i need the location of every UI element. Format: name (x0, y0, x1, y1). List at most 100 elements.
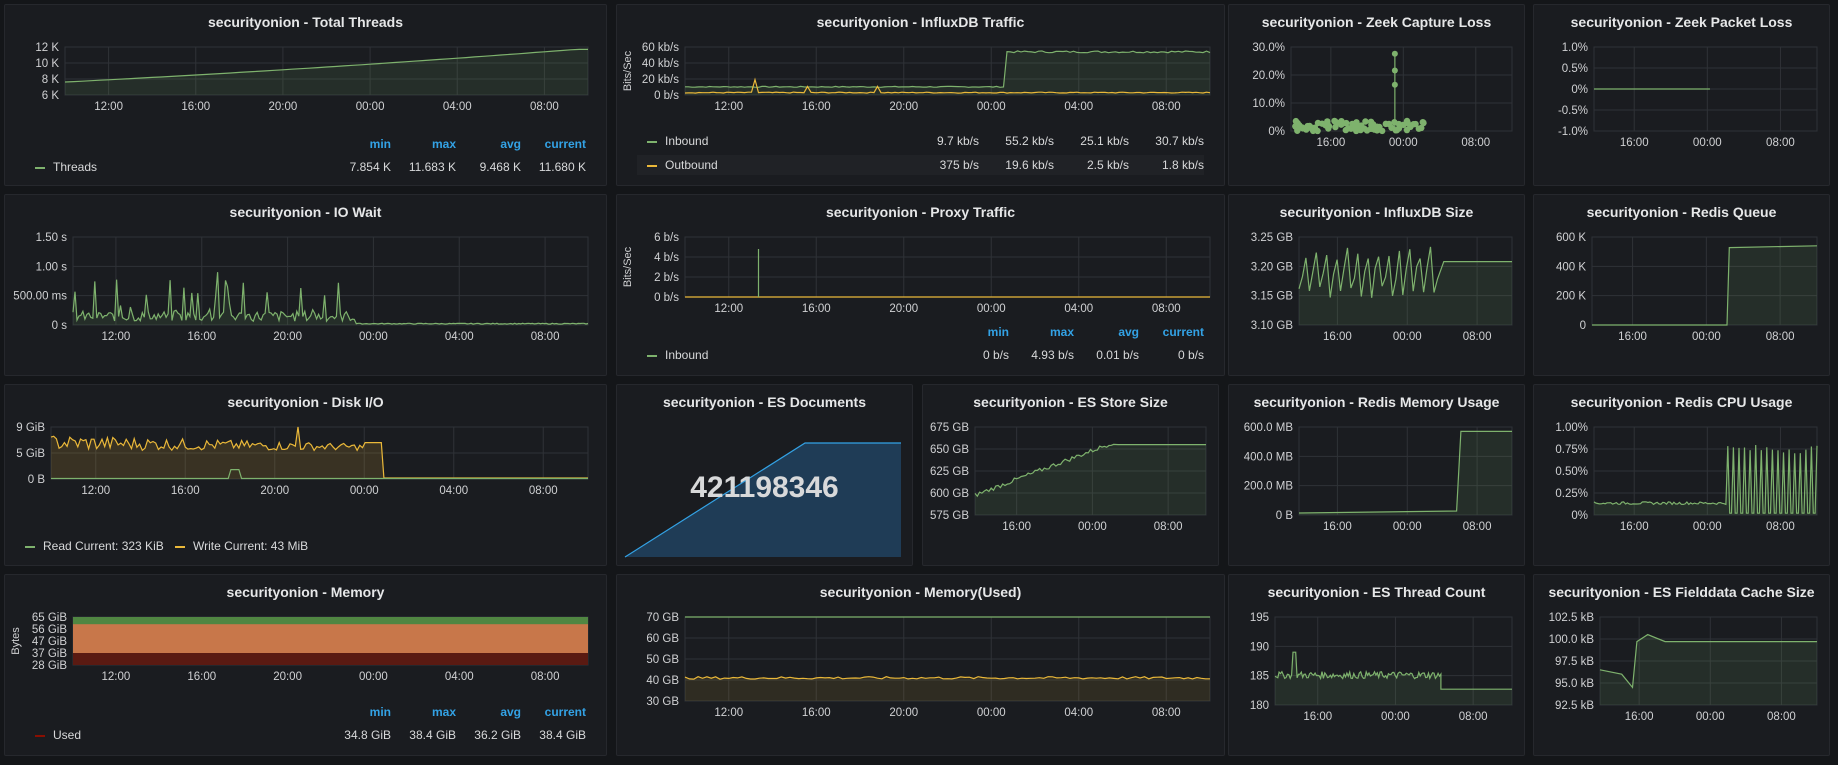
panel-title[interactable]: securityonion - Zeek Capture Loss (1261, 14, 1492, 30)
panel-memory[interactable]: securityonion - Memory 65 GiB 56 GiB 47 Gi… (4, 574, 607, 756)
x-tick-label: 04:00 (445, 671, 474, 683)
panel-title[interactable]: securityonion - Disk I/O (227, 394, 384, 410)
data-point (1361, 125, 1368, 132)
sparkline-area (625, 443, 901, 557)
legend-head-min[interactable]: min (369, 137, 391, 151)
panel-memory-used[interactable]: securityonion - Memory(Used) 70 GB 60 GB 5… (616, 574, 1225, 756)
data-point (1342, 126, 1350, 134)
panel-influxdb-traffic[interactable]: securityonion - InfluxDB Traffic 60 kb/s… (616, 4, 1225, 186)
data-point (1304, 122, 1311, 130)
y-tick-label: 95.0 kB (1555, 678, 1594, 690)
legend-head-current[interactable]: current (1162, 325, 1204, 339)
legend-head-avg[interactable]: avg (500, 137, 521, 151)
panel-es-documents[interactable]: securityonion - ES Documents 421198346 (616, 384, 913, 566)
queue-line (1592, 245, 1818, 326)
y-axis-title: Bits/Sec (622, 50, 634, 91)
legend-head-current[interactable]: current (544, 705, 586, 719)
legend-row[interactable]: Inbound 9.7 kb/s 55.2 kb/s 25.1 kb/s 30.… (637, 131, 1204, 151)
panel-title[interactable]: securityonion - Memory (226, 584, 385, 600)
panel-es-store-size[interactable]: securityonion - ES Store Size 675 GB 650 … (922, 384, 1219, 566)
plot-border (1599, 616, 1818, 706)
panel-title[interactable]: securityonion - IO Wait (229, 204, 382, 220)
panel-title[interactable]: securityonion - ES Documents (662, 394, 867, 410)
legend-row[interactable]: Threads 7.854 K 11.683 K 9.468 K 11.680 … (25, 157, 586, 177)
x-tick-label: 12:00 (714, 707, 743, 719)
panel-title[interactable]: securityonion - InfluxDB Size (1279, 204, 1474, 220)
panel-title[interactable]: securityonion - Zeek Packet Loss (1570, 14, 1793, 30)
x-tick-label: 00:00 (1696, 711, 1725, 723)
panel-redis-queue[interactable]: securityonion - Redis Queue 600 K 400 K 20… (1533, 194, 1830, 376)
x-tick-label: 04:00 (1064, 101, 1093, 113)
panel-zeek-packet-loss[interactable]: securityonion - Zeek Packet Loss 1.0% 0.5… (1533, 4, 1830, 186)
legend-row[interactable]: Outbound 375 b/s 19.6 kb/s 2.5 kb/s 1.8 … (637, 155, 1204, 175)
y-tick-label: 30.0% (1252, 42, 1285, 54)
panel-disk-io[interactable]: securityonion - Disk I/O 9 GiB 5 GiB 0 B 12… (4, 384, 607, 566)
y-tick-label: 50 GB (646, 654, 679, 666)
y-tick-label: 3.10 GB (1251, 320, 1294, 332)
fielddata-line (1599, 633, 1817, 689)
y-tick-label: 0 (1580, 320, 1586, 332)
data-point (1309, 127, 1317, 135)
legend-row[interactable]: Inbound 0 b/s 4.93 b/s 0.01 b/s 0 b/s (637, 345, 1204, 365)
y-tick-label: 0% (1268, 126, 1285, 138)
panel-es-thread-count[interactable]: securityonion - ES Thread Count 195 190 18… (1228, 574, 1525, 756)
panel-redis-cpu[interactable]: securityonion - Redis CPU Usage 1.00% 0.7… (1533, 384, 1830, 566)
panel-title[interactable]: securityonion - Total Threads (208, 14, 403, 30)
series-name: Inbound (665, 348, 709, 362)
proxy-legend: min max avg current Inbound 0 b/s 4.93 b… (637, 325, 1204, 369)
legend-item-read[interactable]: Read Current: 323 KiB (25, 539, 164, 553)
panel-influxdb-size[interactable]: securityonion - InfluxDB Size 3.25 GB 3.2… (1228, 194, 1525, 376)
x-tick-label: 16:00 (1620, 137, 1649, 149)
x-tick-label: 12:00 (102, 671, 131, 683)
influxsize-line (1298, 246, 1512, 298)
panel-redis-memory[interactable]: securityonion - Redis Memory Usage 600.0… (1228, 384, 1525, 566)
legend-head-avg[interactable]: avg (500, 705, 521, 719)
legend-avg: 36.2 GiB (474, 728, 521, 742)
panel-title[interactable]: securityonion - Redis Queue (1586, 204, 1777, 220)
zeek-packet-chart: 1.0% 0.5% 0% -0.5% -1.0% 16:00 00:00 08:00 (1558, 42, 1818, 149)
panel-title[interactable]: securityonion - ES Thread Count (1267, 584, 1486, 600)
y-tick-label: 675 GB (930, 422, 969, 434)
panel-title[interactable]: securityonion - Redis Memory Usage (1253, 394, 1500, 410)
data-point (1378, 127, 1386, 135)
panel-proxy-traffic[interactable]: securityonion - Proxy Traffic 6 b/s 4 b/s… (616, 194, 1225, 376)
legend-row[interactable]: Used 34.8 GiB 38.4 GiB 36.2 GiB 38.4 GiB (25, 725, 586, 745)
y-tick-label: 195 (1250, 612, 1269, 624)
x-tick-label: 04:00 (1064, 303, 1093, 315)
y-tick-label: 10.0% (1252, 98, 1285, 110)
x-tick-label: 08:00 (1766, 331, 1795, 343)
panel-title[interactable]: securityonion - ES Store Size (973, 394, 1168, 410)
y-tick-label: 60 GB (646, 633, 679, 645)
panel-io-wait[interactable]: securityonion - IO Wait 1.50 s 1.00 s 500.… (4, 194, 607, 376)
y-tick-label: 30 GB (646, 696, 679, 708)
y-tick-label: 1.0% (1562, 42, 1588, 54)
x-tick-label: 00:00 (1389, 137, 1418, 149)
y-tick-label: 190 (1250, 641, 1269, 653)
x-tick-label: 16:00 (187, 671, 216, 683)
x-tick-label: 08:00 (1154, 521, 1183, 533)
x-tick-label: 16:00 (1303, 711, 1332, 723)
y-tick-label: 20 kb/s (642, 74, 679, 86)
legend-head-max[interactable]: max (1049, 325, 1074, 339)
legend-head-min[interactable]: min (369, 705, 391, 719)
panel-title[interactable]: securityonion - InfluxDB Traffic (816, 14, 1025, 30)
panel-title[interactable]: securityonion - Memory(Used) (819, 584, 1022, 600)
legend-head-min[interactable]: min (987, 325, 1009, 339)
legend-head-max[interactable]: max (431, 705, 456, 719)
proxy-chart: 6 b/s 4 b/s 2 b/s 0 b/s 12:00 16:00 20:00 00:00… (622, 232, 1211, 315)
x-tick-label: 00:00 (1381, 711, 1410, 723)
legend-max: 4.93 b/s (1031, 348, 1074, 362)
threads-area (65, 49, 588, 95)
panel-title[interactable]: securityonion - Redis CPU Usage (1570, 394, 1793, 410)
panel-zeek-capture-loss[interactable]: securityonion - Zeek Capture Loss 30.0% 2… (1228, 4, 1525, 186)
legend-head-avg[interactable]: avg (1118, 325, 1139, 339)
x-tick-label: 20:00 (260, 485, 289, 497)
panel-total-threads[interactable]: securityonion - Total Threads 12 K 10 K 8 … (4, 4, 607, 186)
panel-title[interactable]: securityonion - ES Fielddata Cache Size (1548, 584, 1815, 600)
panel-es-fielddata[interactable]: securityonion - ES Fielddata Cache Size … (1533, 574, 1830, 756)
legend-head-max[interactable]: max (431, 137, 456, 151)
panel-title[interactable]: securityonion - Proxy Traffic (825, 204, 1016, 220)
x-tick-label: 08:00 (1152, 707, 1181, 719)
legend-item-write[interactable]: Write Current: 43 MiB (175, 539, 308, 553)
legend-head-current[interactable]: current (544, 137, 586, 151)
